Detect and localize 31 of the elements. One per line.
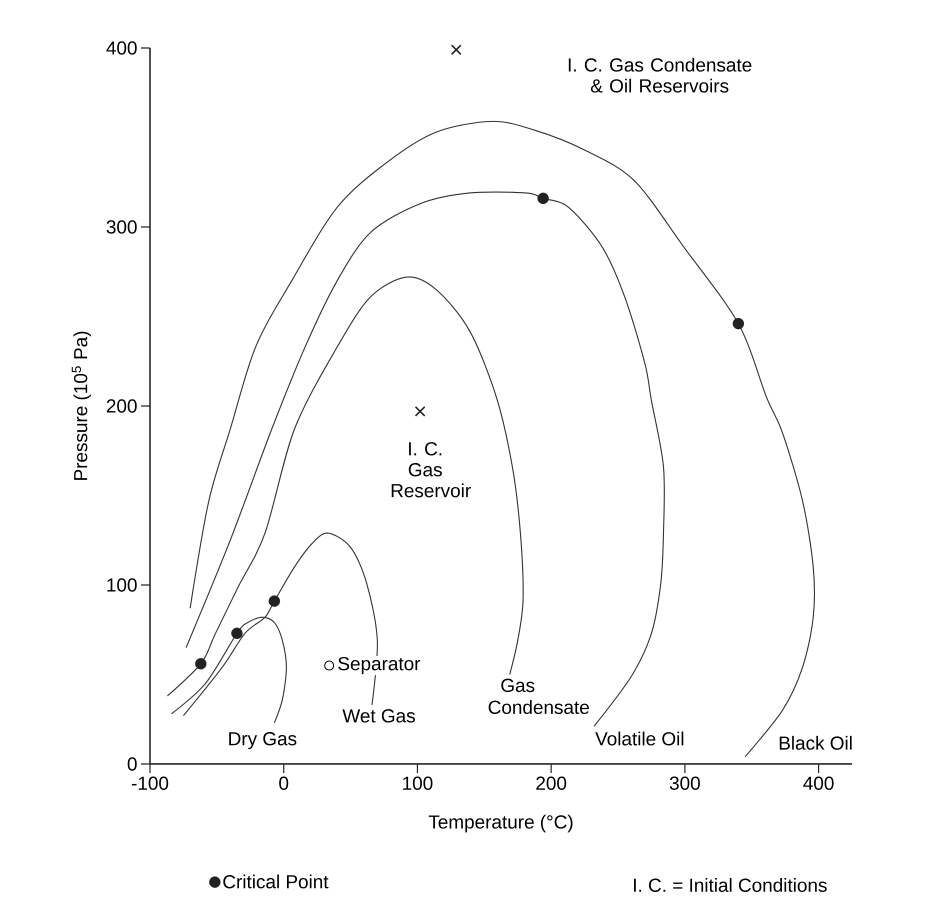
annotation: Separator <box>338 656 420 674</box>
point <box>450 44 462 56</box>
annotation: I. C. Gas Reservoir <box>392 442 471 498</box>
series-label: Wet Gas <box>342 709 415 723</box>
y-tick-label: 0 <box>128 757 137 771</box>
text: I. C. = Initial Conditions <box>634 878 827 892</box>
x-tick-label: 200 <box>536 776 566 790</box>
series-label: Gas Condensate <box>488 678 589 714</box>
x-tick-label: 300 <box>670 776 700 790</box>
y-axis-title: Pressure (10$^{5}$ Pa) <box>72 332 92 480</box>
x-tick-label: -100 <box>132 776 168 790</box>
annotation: I. C. Gas Condensate & Oil Reservoirs <box>568 58 752 93</box>
point <box>537 192 549 204</box>
legend-label: Critical Point <box>223 874 328 888</box>
x-tick-label: 0 <box>279 776 288 790</box>
x-tick-label: 100 <box>403 776 432 790</box>
y-tick-label: 200 <box>106 399 137 413</box>
point <box>732 318 744 330</box>
x-tick-label: 400 <box>803 776 834 790</box>
line-series <box>186 192 665 727</box>
series-label: Dry Gas <box>229 732 296 750</box>
x-axis-title: Temperature (°C) <box>428 814 572 832</box>
series-label: Volatile Oil <box>595 732 684 746</box>
y-tick-label: 100 <box>107 578 137 592</box>
y-tick-label: 400 <box>106 41 137 55</box>
point <box>414 406 426 417</box>
series-label: Black Oil <box>780 736 852 750</box>
y-tick-label: 300 <box>106 220 137 234</box>
point <box>231 628 243 640</box>
point <box>268 595 280 607</box>
point <box>195 658 207 670</box>
